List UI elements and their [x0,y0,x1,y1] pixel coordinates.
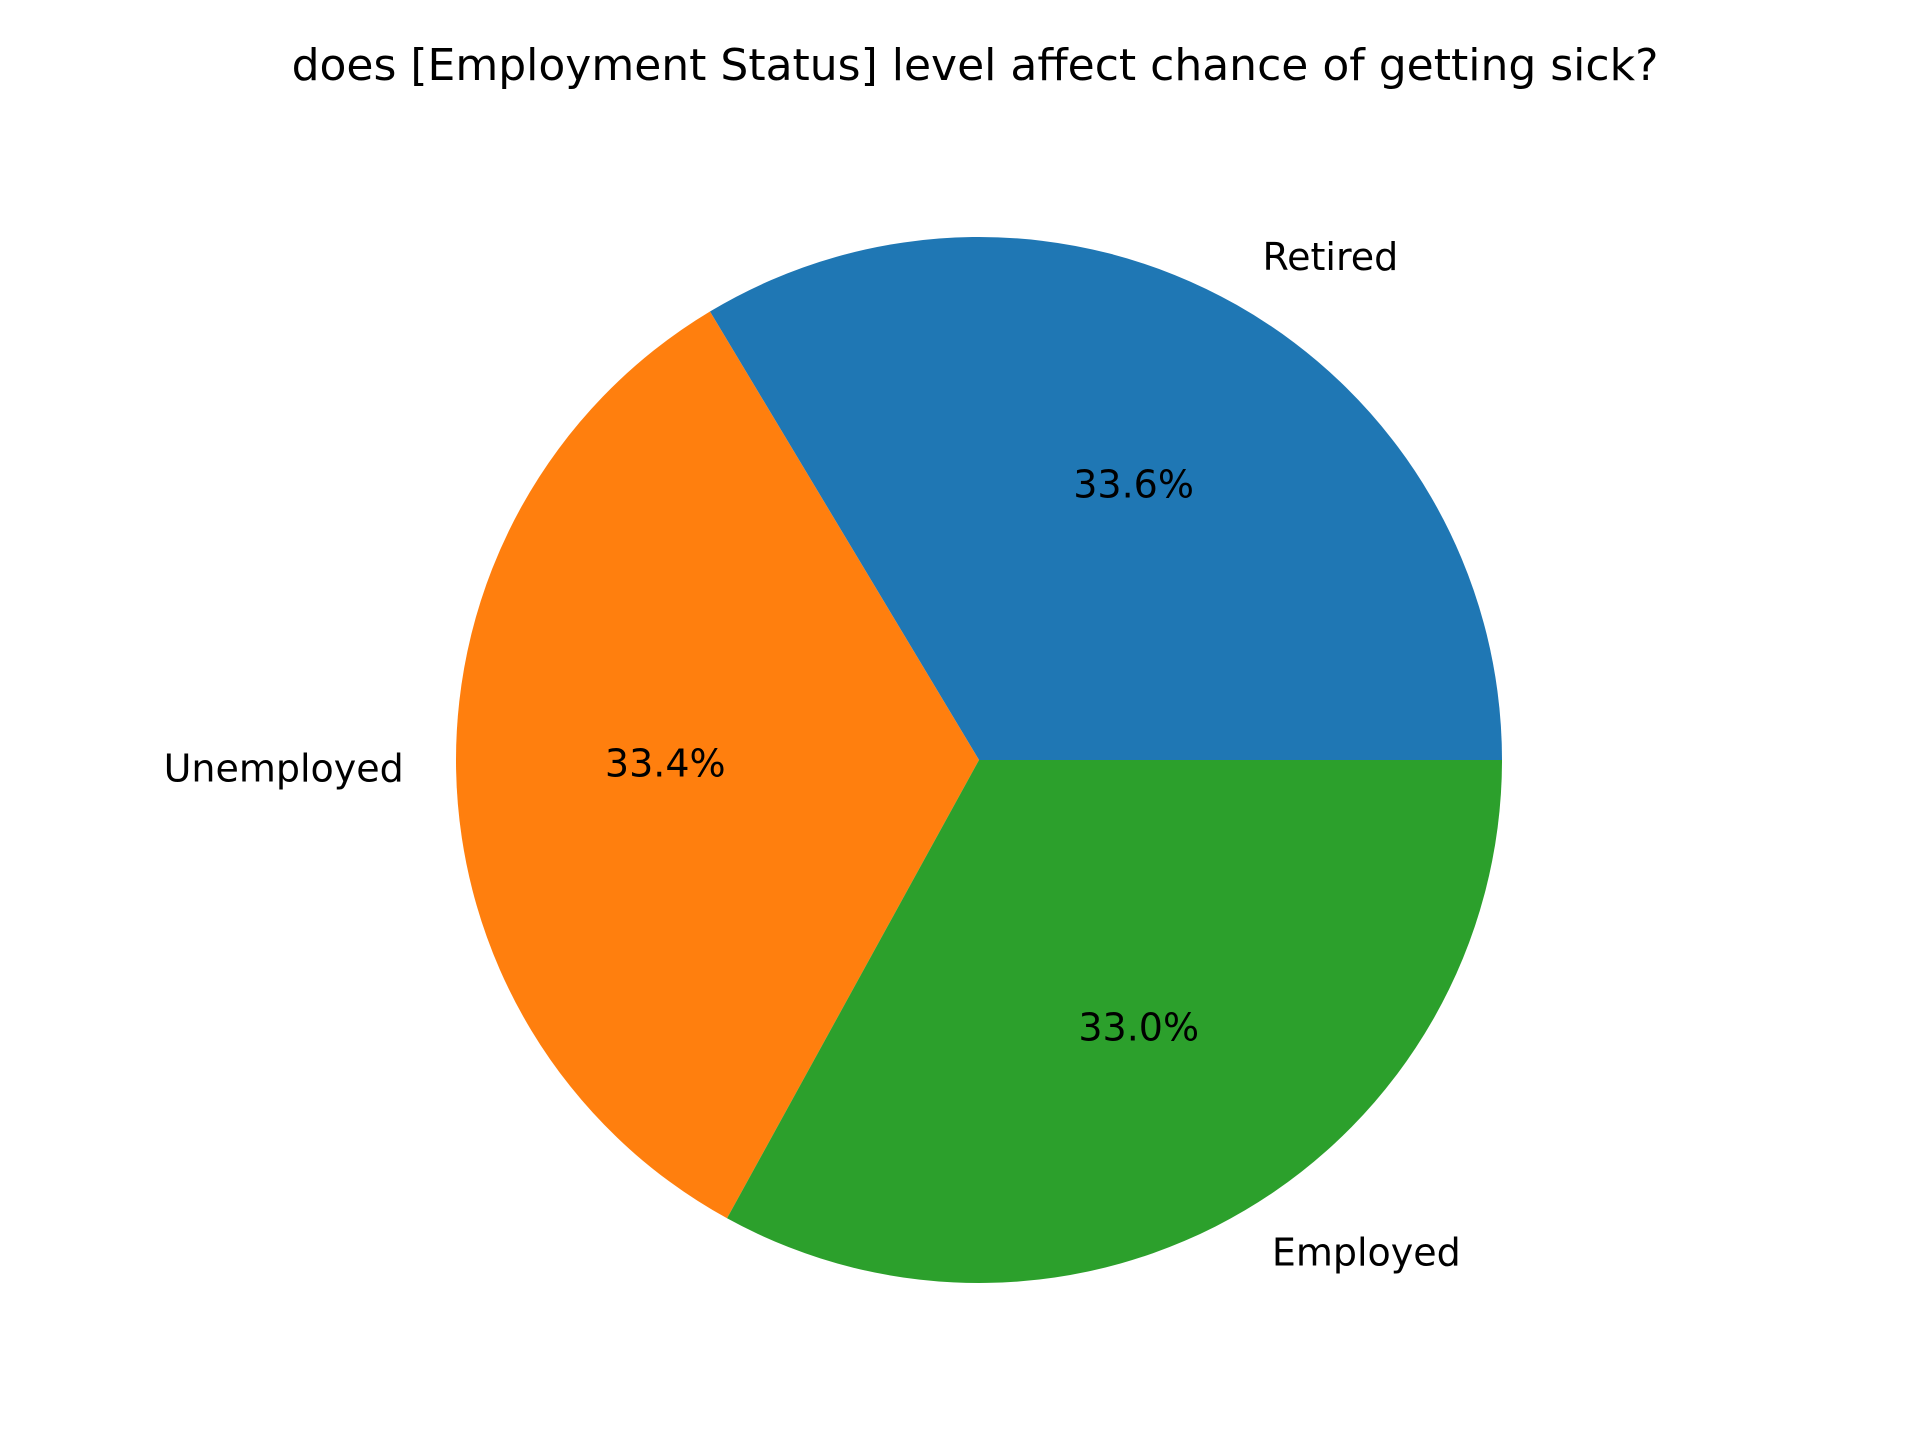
slice-label-retired: Retired [1262,235,1398,279]
slice-label-employed: Employed [1272,1231,1461,1275]
pie-slice-unemployed [456,311,979,1219]
slice-label-unemployed: Unemployed [164,746,404,790]
percent-label-retired: 33.6% [1073,462,1194,506]
percent-label-unemployed: 33.4% [605,741,726,785]
pie-slice-retired [709,236,1502,760]
chart-title: does [Employment Status] level affect ch… [292,40,1659,91]
pie-slices [456,236,1502,1283]
percent-label-employed: 33.0% [1078,1006,1199,1050]
pie-slice-employed [727,760,1502,1283]
pie-labels: Retired 33.6% Unemployed 33.4% Employed 33.0% [164,235,1461,1275]
